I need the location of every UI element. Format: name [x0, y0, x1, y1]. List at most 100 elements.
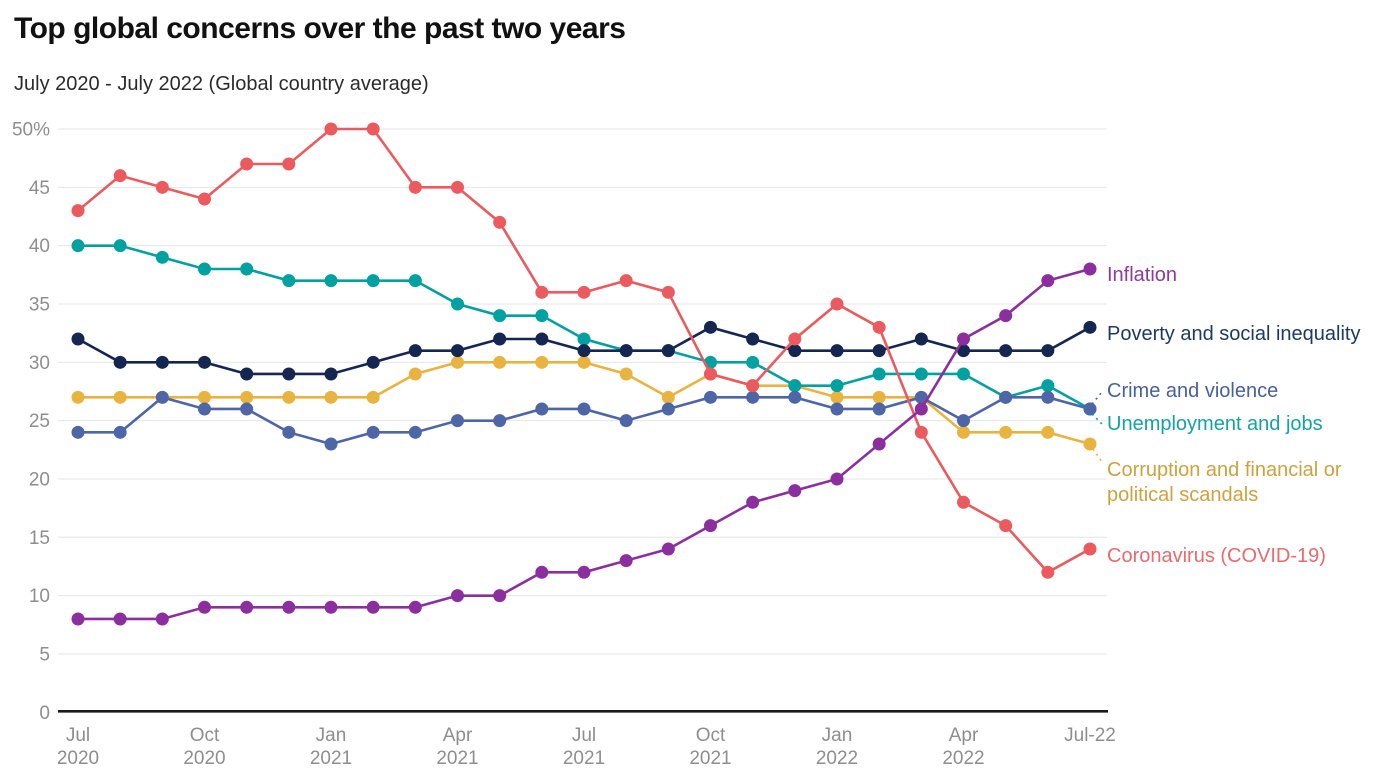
data-point-crime	[535, 402, 549, 416]
data-point-crime	[113, 425, 127, 439]
data-point-inflation	[324, 600, 338, 614]
data-point-unemployment	[113, 239, 127, 253]
data-point-coronavirus	[914, 425, 928, 439]
data-point-crime	[830, 402, 844, 416]
legend-label-corruption: political scandals	[1107, 484, 1258, 506]
x-axis-label: 2021	[310, 748, 352, 769]
y-axis-label: 5	[39, 644, 50, 665]
data-point-poverty	[71, 332, 85, 346]
data-point-poverty	[451, 344, 464, 358]
x-axis-label: Jan	[822, 725, 853, 746]
data-point-inflation	[366, 600, 380, 614]
data-point-corruption	[1041, 425, 1055, 439]
data-point-coronavirus	[366, 122, 380, 136]
data-point-inflation	[155, 612, 169, 626]
data-point-crime	[198, 402, 211, 416]
legend-connector-crime	[1091, 391, 1103, 405]
data-point-inflation	[914, 402, 928, 416]
data-point-corruption	[619, 367, 633, 381]
data-point-crime	[957, 414, 970, 428]
x-axis-label: Oct	[696, 725, 726, 746]
data-point-unemployment	[577, 332, 591, 346]
x-axis-label: 2022	[942, 748, 984, 769]
data-point-unemployment	[198, 262, 211, 276]
data-point-poverty	[1041, 344, 1055, 358]
data-point-inflation	[113, 612, 127, 626]
data-point-corruption	[282, 390, 296, 404]
data-point-inflation	[282, 600, 296, 614]
data-point-crime	[999, 390, 1013, 404]
data-point-corruption	[324, 390, 338, 404]
data-point-corruption	[830, 390, 844, 404]
data-point-inflation	[1083, 262, 1097, 276]
data-point-inflation	[240, 600, 254, 614]
data-point-poverty	[577, 344, 591, 358]
data-point-inflation	[999, 309, 1013, 323]
chart-title: Top global concerns over the past two ye…	[14, 12, 626, 45]
data-point-poverty	[240, 367, 254, 381]
x-axis-label: 2021	[689, 748, 731, 769]
data-point-inflation	[71, 612, 85, 626]
data-point-poverty	[872, 344, 886, 358]
data-point-corruption	[1083, 437, 1097, 451]
data-point-corruption	[198, 390, 211, 404]
data-point-coronavirus	[71, 204, 85, 218]
data-point-unemployment	[746, 355, 760, 369]
legend: Inflation Poverty and social inequality Cr…	[1107, 264, 1360, 567]
legend-connector-unemployment	[1091, 413, 1103, 425]
data-point-coronavirus	[493, 215, 507, 229]
legend-label-unemployment: Unemployment and jobs	[1107, 413, 1323, 435]
x-axis: Jul2020Oct2020Jan2021Apr2021Jul2021Oct20…	[57, 725, 1116, 769]
x-axis-label: Jan	[316, 725, 347, 746]
data-point-crime	[71, 425, 85, 439]
data-point-crime	[788, 390, 802, 404]
data-point-poverty	[830, 344, 844, 358]
x-axis-label: 2022	[816, 748, 858, 769]
data-point-crime	[619, 414, 633, 428]
data-point-poverty	[788, 344, 802, 358]
data-point-unemployment	[872, 367, 886, 381]
data-point-coronavirus	[198, 192, 211, 206]
legend-label-corruption: Corruption and financial or	[1107, 459, 1342, 481]
data-point-coronavirus	[535, 285, 549, 299]
data-point-inflation	[493, 589, 507, 603]
data-point-crime	[1041, 390, 1055, 404]
x-axis-label: 2021	[436, 748, 478, 769]
data-point-unemployment	[324, 274, 338, 288]
data-point-poverty	[957, 344, 970, 358]
y-axis-label: 15	[29, 528, 50, 549]
data-point-corruption	[71, 390, 85, 404]
data-point-poverty	[282, 367, 296, 381]
series-crime	[71, 390, 1097, 451]
data-point-inflation	[788, 484, 802, 498]
data-point-crime	[324, 437, 338, 451]
data-point-crime	[914, 390, 928, 404]
data-point-coronavirus	[408, 180, 422, 194]
x-axis-label: Jul	[572, 725, 596, 746]
data-point-poverty	[535, 332, 549, 346]
series-coronavirus	[71, 122, 1097, 579]
data-point-coronavirus	[999, 519, 1013, 533]
legend-label-coronavirus: Coronavirus (COVID-19)	[1107, 545, 1326, 567]
x-axis-label: Oct	[190, 725, 220, 746]
data-point-inflation	[746, 495, 760, 509]
data-point-corruption	[493, 355, 507, 369]
legend-label-inflation: Inflation	[1107, 264, 1177, 286]
data-point-poverty	[324, 367, 338, 381]
x-axis-label: Jul-22	[1064, 725, 1116, 746]
data-point-crime	[493, 414, 507, 428]
data-point-unemployment	[240, 262, 254, 276]
data-point-coronavirus	[240, 157, 254, 171]
y-axis-label: 10	[29, 586, 50, 607]
data-point-crime	[282, 425, 296, 439]
chart-subtitle: July 2020 - July 2022 (Global country av…	[14, 73, 429, 95]
data-point-unemployment	[788, 379, 802, 393]
data-point-coronavirus	[830, 297, 844, 311]
data-point-inflation	[408, 600, 422, 614]
y-axis-label: 35	[29, 294, 50, 315]
data-point-poverty	[999, 344, 1013, 358]
data-point-coronavirus	[324, 122, 338, 136]
data-point-inflation	[1041, 274, 1055, 288]
data-point-inflation	[577, 565, 591, 579]
data-point-corruption	[535, 355, 549, 369]
